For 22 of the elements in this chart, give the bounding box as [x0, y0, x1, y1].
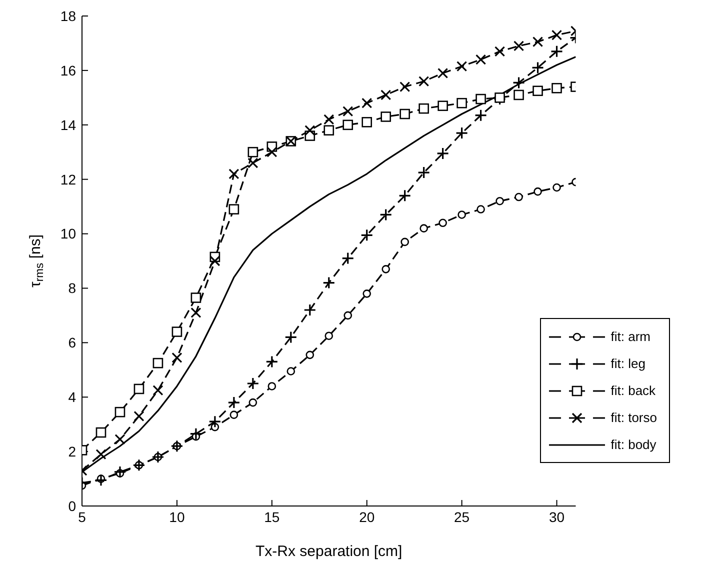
y-tick-label: 14	[60, 116, 76, 133]
legend-label: fit: arm	[610, 329, 650, 344]
y-tick-label: 8	[68, 280, 76, 296]
legend-label: fit: leg	[610, 356, 646, 371]
x-tick-label: 10	[169, 508, 185, 525]
y-tick-label: 0	[68, 498, 76, 514]
x-tick-label: 30	[548, 508, 565, 525]
x-tick-label: 20	[359, 508, 375, 525]
x-tick-label: 15	[264, 508, 280, 525]
y-tick-label: 10	[60, 226, 76, 242]
y-tick-label: 2	[68, 444, 76, 460]
y-tick-label: 12	[60, 171, 76, 188]
x-tick-label: 25	[454, 508, 470, 525]
y-tick-label: 4	[68, 389, 76, 406]
y-tick-label: 18	[60, 8, 76, 24]
x-tick-label: 5	[78, 508, 86, 525]
y-tick-label: 6	[68, 334, 76, 351]
legend-label: fit: body	[610, 437, 656, 452]
legend-label: fit: torso	[610, 410, 657, 425]
y-tick-label: 16	[60, 62, 76, 78]
legend-label: fit: back	[610, 383, 656, 398]
x-axis-title: Tx-Rx separation [cm]	[256, 543, 402, 560]
